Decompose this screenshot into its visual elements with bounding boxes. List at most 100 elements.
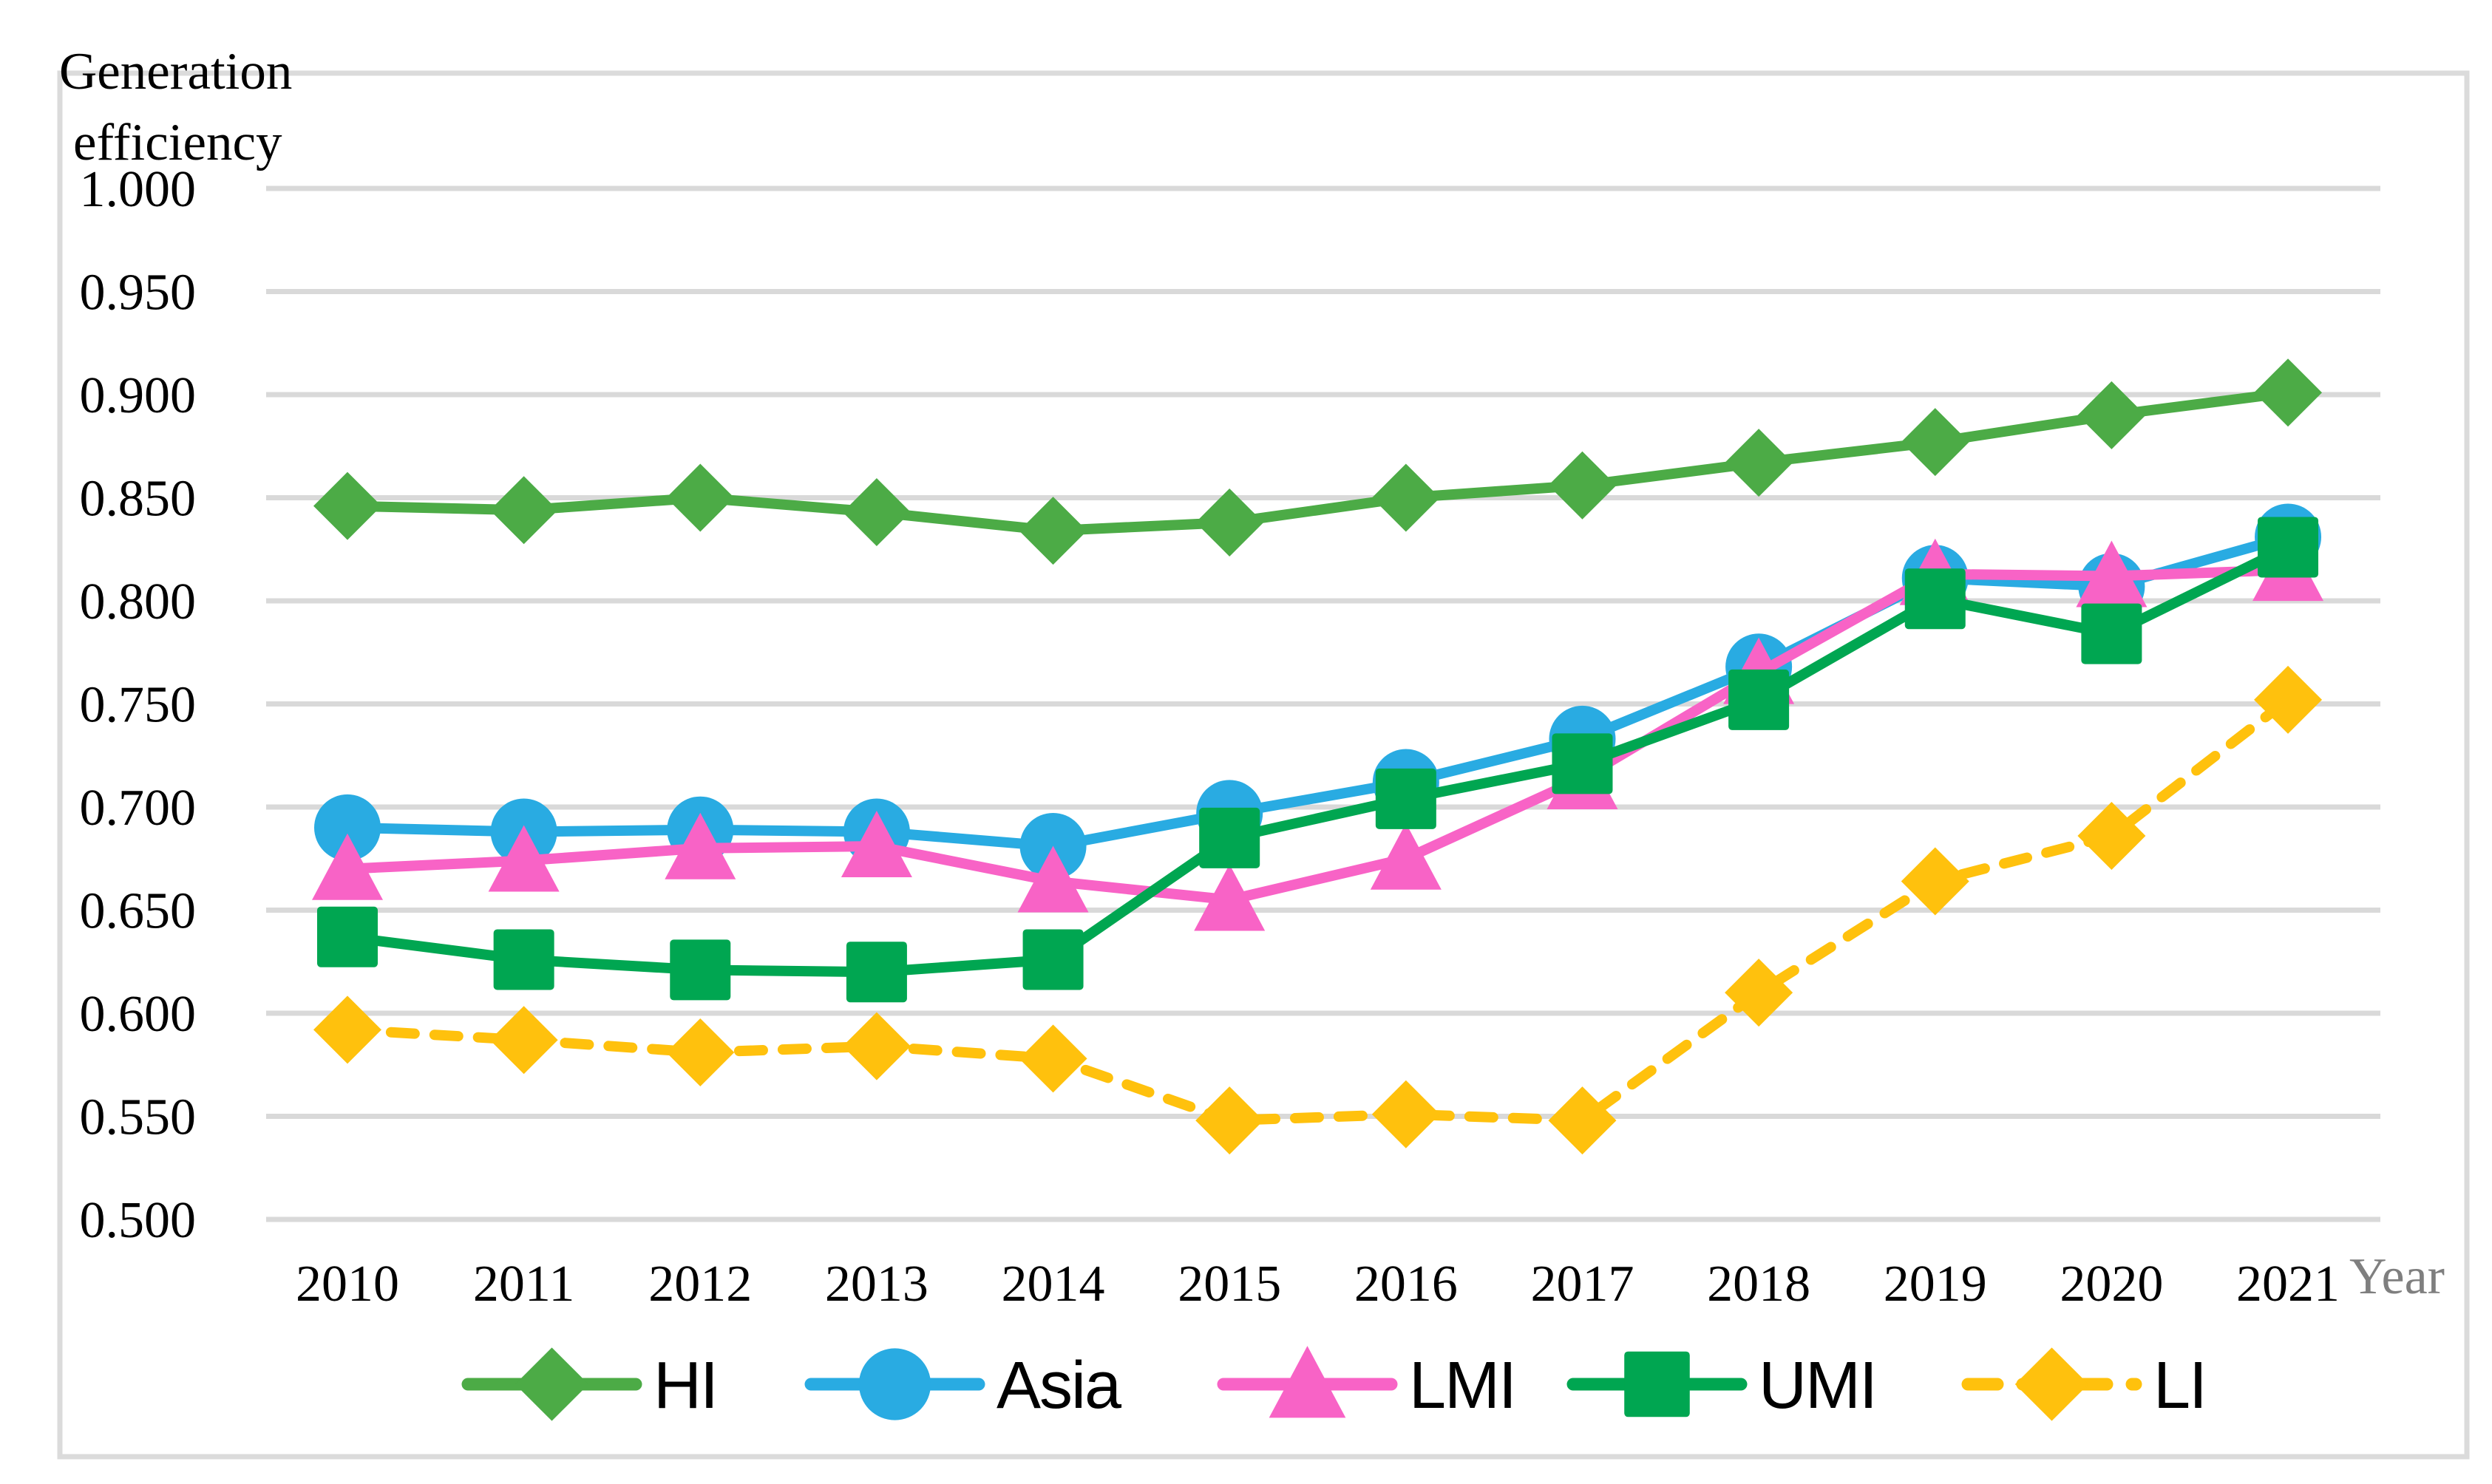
series-line-LMI xyxy=(342,565,2294,905)
data-point-diamond xyxy=(842,1012,911,1080)
legend-label-UMI: UMI xyxy=(1759,1349,1876,1423)
series-line-HI xyxy=(342,387,2294,537)
data-point-square xyxy=(1552,733,1613,794)
data-point-square xyxy=(2258,517,2319,578)
data-point-diamond xyxy=(1371,1080,1440,1148)
data-point-diamond xyxy=(1901,847,1969,916)
y-tick-label: 0.850 xyxy=(80,471,197,528)
data-point-triangle xyxy=(1194,864,1266,931)
data-point-circle xyxy=(858,1348,931,1420)
data-point-triangle xyxy=(488,825,560,892)
x-tick-label: 2012 xyxy=(648,1256,752,1313)
data-point-diamond xyxy=(1548,451,1617,520)
y-axis-title-line2: efficiency xyxy=(73,114,282,171)
x-axis-tick-labels: 2010 2011 2012 2013 2014 2015 2016 2017 2018 2019… xyxy=(296,1256,2340,1313)
figure-frame xyxy=(57,70,2470,1460)
data-point-diamond xyxy=(2254,358,2323,427)
data-point-square xyxy=(1728,669,1790,730)
x-tick-label: 2016 xyxy=(1354,1256,1458,1313)
data-point-square xyxy=(1199,807,1260,868)
data-point-diamond xyxy=(1195,488,1264,556)
data-point-diamond xyxy=(515,1347,589,1421)
legend-item-LI: LI xyxy=(1961,1347,2207,1423)
x-tick-label: 2010 xyxy=(296,1256,399,1313)
data-point-triangle xyxy=(1017,845,1089,913)
legend-item-LMI: LMI xyxy=(1217,1346,1517,1423)
data-point-square xyxy=(1904,568,1966,630)
data-point-square xyxy=(846,942,907,1003)
series-line-Asia xyxy=(342,531,2294,852)
y-axis-tick-labels: 1.000 0.950 0.900 0.850 0.800 0.750 0.700 0.650… xyxy=(80,161,197,1249)
data-point-square xyxy=(1624,1351,1690,1417)
data-point-triangle xyxy=(665,812,736,879)
legend-label-LI: LI xyxy=(2153,1349,2206,1423)
data-point-diamond xyxy=(1725,959,1793,1027)
legend-item-UMI: UMI xyxy=(1566,1349,1878,1423)
data-point-diamond xyxy=(2014,1347,2089,1421)
data-point-diamond xyxy=(842,478,911,547)
data-point-circle xyxy=(314,794,381,861)
data-point-triangle xyxy=(841,811,912,878)
y-tick-label: 0.550 xyxy=(80,1089,197,1146)
y-axis-title-line1: Generation xyxy=(59,43,292,101)
data-point-diamond xyxy=(666,463,735,532)
x-tick-label: 2011 xyxy=(473,1256,574,1313)
data-point-diamond xyxy=(2077,381,2146,449)
x-tick-label: 2015 xyxy=(1178,1256,1281,1313)
data-point-diamond xyxy=(1725,429,1793,497)
legend-item-Asia: Asia xyxy=(804,1348,1124,1423)
y-tick-label: 0.600 xyxy=(80,986,197,1043)
data-point-diamond xyxy=(313,995,381,1064)
series-LMI xyxy=(312,534,2324,931)
data-point-diamond xyxy=(489,1006,558,1075)
series-LI xyxy=(313,665,2323,1155)
data-point-diamond xyxy=(2077,802,2146,871)
data-point-triangle xyxy=(1370,823,1442,890)
legend-label-LMI: LMI xyxy=(1409,1349,1515,1423)
data-point-diamond xyxy=(1019,497,1087,565)
legend: HI Asia LMI UMI LI xyxy=(461,1346,2207,1423)
y-tick-label: 0.500 xyxy=(80,1192,197,1249)
y-tick-label: 0.950 xyxy=(80,265,197,321)
data-point-triangle xyxy=(2076,540,2148,607)
data-point-square xyxy=(1375,768,1436,829)
y-tick-label: 0.650 xyxy=(80,883,197,940)
data-point-triangle xyxy=(312,833,383,900)
series-layer xyxy=(312,358,2324,1155)
x-tick-label: 2018 xyxy=(1707,1256,1810,1313)
data-point-diamond xyxy=(2254,665,2323,734)
data-point-diamond xyxy=(1901,408,1969,477)
x-tick-label: 2021 xyxy=(2236,1256,2340,1313)
series-UMI xyxy=(317,517,2319,1003)
y-tick-label: 0.700 xyxy=(80,780,197,837)
x-tick-label: 2017 xyxy=(1530,1256,1634,1313)
y-tick-label: 0.750 xyxy=(80,677,197,734)
data-point-square xyxy=(2081,603,2142,664)
legend-label-Asia: Asia xyxy=(997,1349,1122,1423)
data-point-diamond xyxy=(489,476,558,545)
data-point-diamond xyxy=(1019,1024,1087,1093)
series-HI xyxy=(313,358,2323,565)
x-tick-label: 2020 xyxy=(2060,1256,2163,1313)
x-tick-label: 2013 xyxy=(825,1256,928,1313)
x-tick-label: 2019 xyxy=(1884,1256,1987,1313)
legend-item-HI: HI xyxy=(461,1347,719,1423)
data-point-diamond xyxy=(313,472,381,540)
y-tick-label: 0.800 xyxy=(80,573,197,630)
data-point-diamond xyxy=(666,1018,735,1087)
data-point-square xyxy=(670,939,731,1001)
gridlines-layer xyxy=(266,186,2380,1222)
data-point-diamond xyxy=(1195,1086,1264,1155)
y-tick-label: 1.000 xyxy=(80,161,197,218)
data-point-square xyxy=(493,929,554,990)
data-point-diamond xyxy=(1548,1086,1617,1155)
data-point-triangle xyxy=(1269,1346,1346,1418)
x-tick-label: 2014 xyxy=(1002,1256,1105,1313)
x-axis-title-year: Year xyxy=(2349,1248,2445,1305)
y-tick-label: 0.900 xyxy=(80,367,197,424)
data-point-diamond xyxy=(1371,463,1440,532)
legend-label-HI: HI xyxy=(653,1349,717,1423)
data-point-square xyxy=(317,906,378,967)
